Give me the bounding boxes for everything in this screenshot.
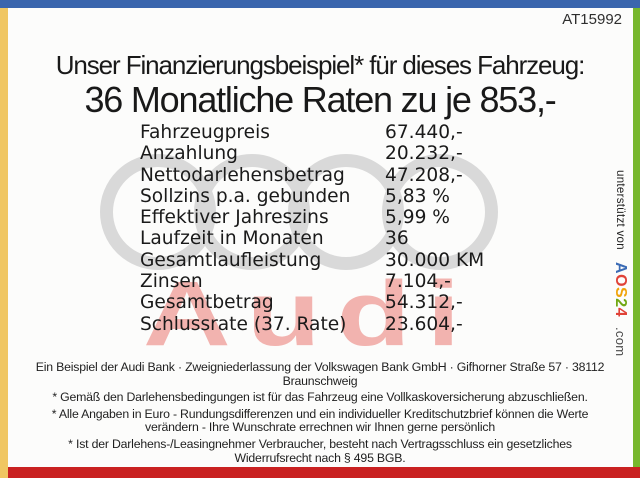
row-value: 20.232,-: [385, 143, 463, 165]
table-row: Anzahlung 20.232,-: [140, 143, 570, 164]
table-row: Sollzins p.a. gebunden 5,83 %: [140, 186, 570, 207]
row-value: 30.000 KM: [385, 249, 485, 271]
page-subtitle: 36 Monatliche Raten zu je 853,-: [84, 79, 556, 120]
frame-left-bar: [0, 8, 8, 478]
aos24-logo-letter: O: [612, 274, 629, 288]
row-label: Fahrzeugpreis: [140, 122, 270, 143]
audi-rings-icon: [100, 154, 498, 270]
footer-note-insurance: * Gemäß den Darlehensbedingungen ist für…: [52, 390, 588, 405]
footer-bank-address: Ein Beispiel der Audi Bank · Zweignieder…: [35, 360, 605, 388]
aos24-domain-suffix: .com: [613, 326, 628, 357]
table-row: Laufzeit in Monaten 36: [140, 228, 570, 249]
row-value: 36: [385, 228, 409, 250]
aos24-logo-letter: 4: [612, 308, 629, 318]
row-value: 7.104,-: [385, 271, 451, 293]
row-value: 54.312,-: [385, 292, 463, 314]
supported-by-strip: unterstützt von AOS24 .com: [611, 170, 629, 360]
row-value: 23.604,-: [385, 313, 463, 335]
footer-disclaimer: Ein Beispiel der Audi Bank · Zweignieder…: [30, 360, 610, 468]
row-value: 5,83 %: [385, 185, 450, 207]
table-row: Gesamtbetrag 54.312,-: [140, 292, 570, 313]
table-row: Gesamtlaufleistung 30.000 KM: [140, 250, 570, 271]
row-label: Zinsen: [140, 271, 203, 293]
row-label: Gesamtlaufleistung: [140, 249, 322, 271]
row-label: Schlussrate (37. Rate): [140, 313, 347, 335]
finance-table: Fahrzeugpreis 67.440,- Anzahlung 20.232,…: [140, 122, 570, 335]
table-row: Fahrzeugpreis 67.440,-: [140, 122, 570, 143]
aos24-logo: AOS24: [612, 262, 629, 317]
row-label: Laufzeit in Monaten: [140, 228, 324, 250]
table-row: Effektiver Jahreszins 5,99 %: [140, 207, 570, 228]
row-value: 47.208,-: [385, 164, 463, 186]
table-row: Nettodarlehensbetrag 47.208,-: [140, 165, 570, 186]
aos24-logo-letter: 2: [612, 298, 629, 309]
aos24-logo-letter: A: [612, 262, 629, 275]
table-row: Zinsen 7.104,-: [140, 271, 570, 292]
footer-note-values: * Alle Angaben in Euro - Rundungsdiffere…: [51, 406, 589, 435]
table-row: Schlussrate (37. Rate) 23.604,-: [140, 314, 570, 335]
frame-bottom-bar: [8, 467, 640, 478]
row-label: Effektiver Jahreszins: [140, 207, 329, 229]
footer-note-withdrawal: * Ist der Darlehens-/Leasingnehmer Verbr…: [68, 436, 572, 465]
row-label: Sollzins p.a. gebunden: [140, 185, 351, 207]
row-label: Anzahlung: [140, 143, 238, 165]
row-label: Gesamtbetrag: [140, 292, 274, 314]
page-title: Unser Finanzierungsbeispiel* für dieses …: [55, 50, 586, 80]
aos24-logo-letter: S: [612, 287, 629, 299]
row-value: 67.440,-: [385, 122, 463, 143]
frame-right-bar: [633, 8, 640, 467]
reference-code: AT15992: [562, 11, 622, 28]
audi-wordmark-watermark: Audi: [143, 263, 477, 365]
supported-by-label: unterstützt von: [614, 170, 626, 250]
row-value: 5,99 %: [385, 207, 450, 229]
frame-top-bar: [0, 0, 640, 8]
row-label: Nettodarlehensbetrag: [140, 164, 345, 186]
